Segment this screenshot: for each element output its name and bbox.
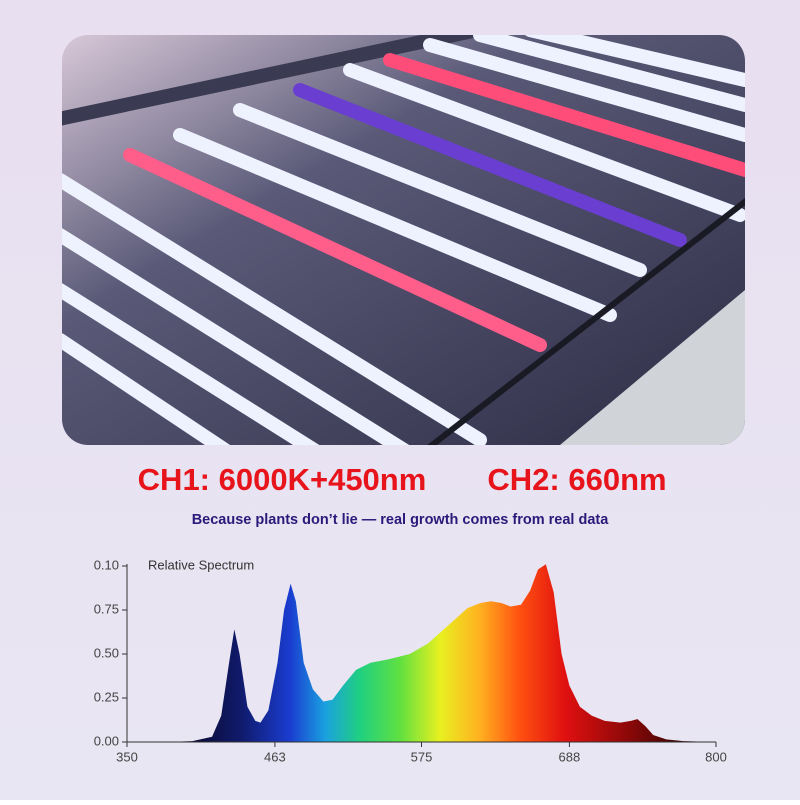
x-tick-label: 350	[116, 749, 138, 764]
x-tick-label: 463	[264, 749, 286, 764]
x-tick-label: 575	[411, 749, 433, 764]
chart-title: Relative Spectrum	[148, 557, 254, 572]
x-tick-label: 800	[705, 749, 727, 764]
spectrum-area	[127, 564, 716, 742]
y-tick-label: 0.10	[94, 557, 119, 572]
y-tick-label: 0.25	[94, 689, 119, 704]
photo	[62, 35, 745, 445]
y-tick-label: 0.75	[94, 601, 119, 616]
y-tick-label: 0.00	[94, 733, 119, 748]
subtitle: Because plants don’t lie — real growth c…	[192, 512, 610, 528]
headline-ch2: CH2: 660nm	[487, 462, 666, 497]
x-tick-label: 688	[559, 749, 581, 764]
headline-ch1: CH1: 6000K+450nm	[138, 462, 427, 497]
y-tick-label: 0.50	[94, 645, 119, 660]
chart: 0.00 0.25 0.50 0.75 0.10 350 463 575 688 800	[94, 557, 727, 764]
